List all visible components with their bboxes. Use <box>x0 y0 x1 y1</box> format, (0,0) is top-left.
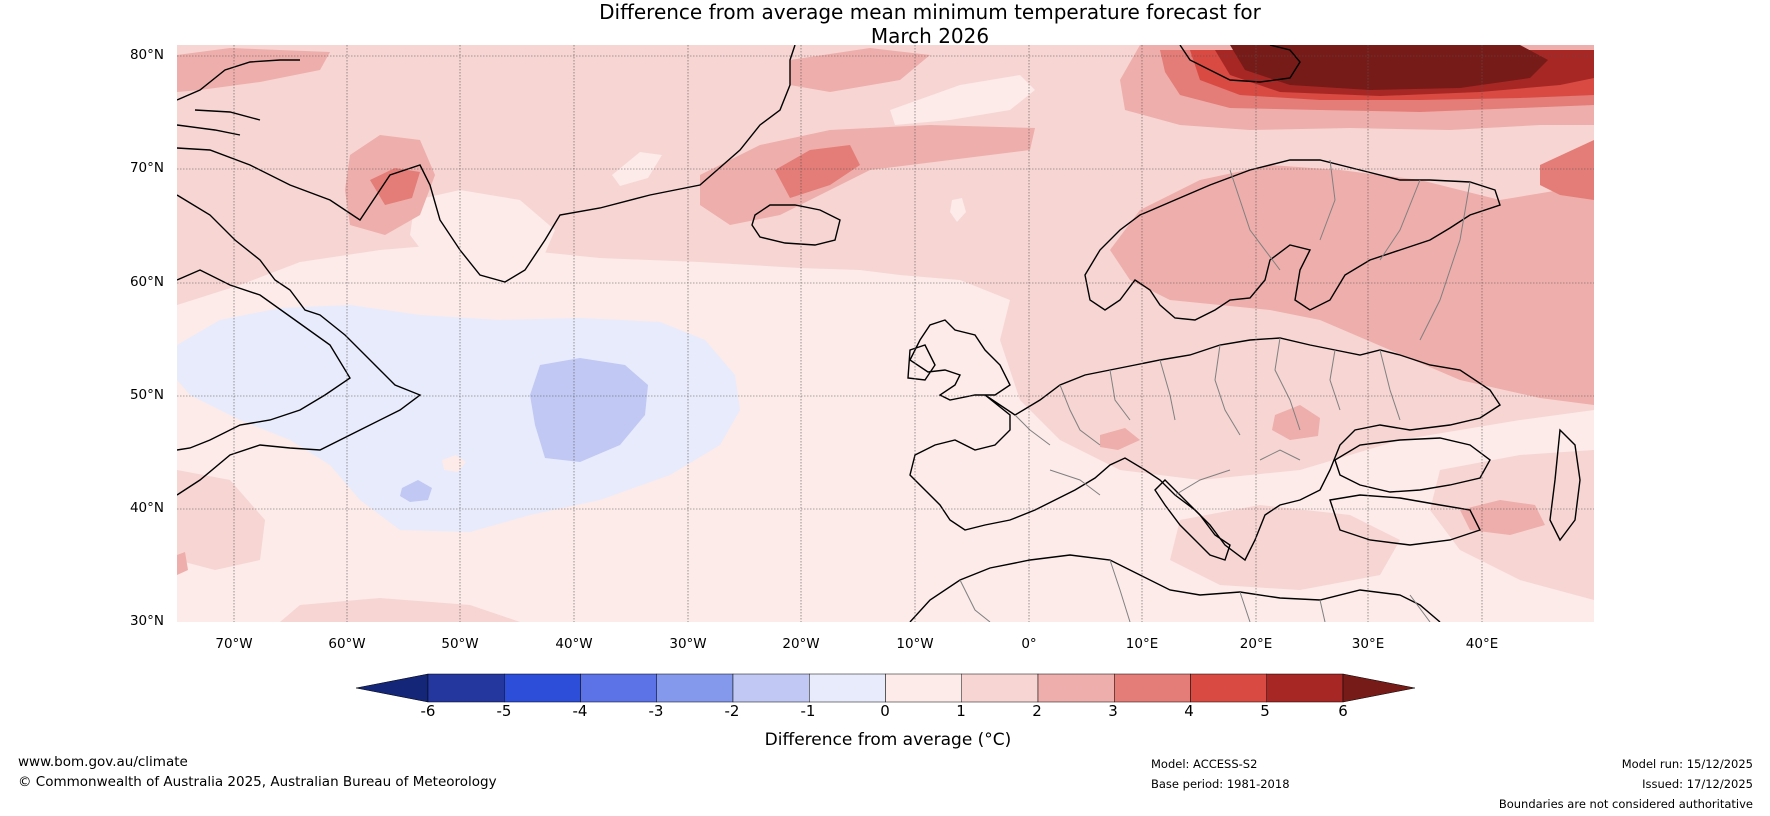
colorbar-tick: -1 <box>800 702 816 720</box>
anomaly-region-3-to-4-russia <box>1540 140 1594 200</box>
lon-label-50w: 50°W <box>441 636 479 652</box>
gridline-layer <box>177 45 1594 622</box>
anomaly-fill-layer <box>177 45 1594 622</box>
colorbar-segment <box>732 673 810 703</box>
lon-label-10e: 10°E <box>1125 636 1159 652</box>
coastline-turkey <box>1329 494 1481 546</box>
colorbar-tick: -3 <box>648 702 664 720</box>
map-title-line2: March 2026 <box>870 24 990 48</box>
coastline-labrador <box>177 269 351 451</box>
anomaly-pocket-0-to-1-jan-mayen <box>950 198 966 222</box>
lon-label-30e: 30°E <box>1351 636 1385 652</box>
colorbar-segment <box>1266 673 1344 703</box>
lat-label-60n: 60°N <box>129 274 164 290</box>
anomaly-region-3-to-4-baffin <box>370 168 420 205</box>
coastline-svalbard <box>1179 45 1301 83</box>
anomaly-region-2-to-3-scandinavia <box>1110 165 1594 405</box>
colorbar-tick: -4 <box>572 702 588 720</box>
anomaly-region-2-to-3-africa-w <box>177 552 188 575</box>
coastline-uk <box>907 319 1011 401</box>
coastline-north-africa <box>909 554 1441 622</box>
colorbar-tick: 4 <box>1184 702 1194 720</box>
lon-label-20w: 20°W <box>782 636 820 652</box>
lat-label-40n: 40°N <box>129 500 164 516</box>
coastline-caspian <box>1549 428 1581 542</box>
copyright-text: © Commonwealth of Australia 2025, Austra… <box>18 774 497 790</box>
colorbar-label: Difference from average (°C) <box>764 730 1012 750</box>
colorbar-segment <box>1037 673 1115 703</box>
lon-label-60w: 60°W <box>328 636 366 652</box>
lon-label-20e: 20°E <box>1239 636 1273 652</box>
map-title: Difference from average mean minimum tem… <box>0 0 1770 48</box>
lat-label-70n: 70°N <box>129 160 164 176</box>
model-run-text: Model run: 15/12/2025 <box>1621 757 1753 771</box>
colorbar-segment <box>1114 673 1191 703</box>
colorbar-tick: -5 <box>496 702 512 720</box>
colorbar-extend-low <box>355 673 429 703</box>
anomaly-region-2-to-3-nw <box>177 48 330 92</box>
anomaly-region-2-to-3-alps <box>1100 428 1140 450</box>
colorbar-tick: 2 <box>1032 702 1042 720</box>
colorbar-segment <box>427 673 505 703</box>
lat-label-80n: 80°N <box>129 47 164 63</box>
anomaly-region-minus2-to-minus1-central <box>530 358 648 462</box>
colorbar <box>355 673 1416 703</box>
lon-label-70w: 70°W <box>215 636 253 652</box>
colorbar-segment <box>656 673 734 703</box>
lon-label-30w: 30°W <box>669 636 707 652</box>
base-period-text: Base period: 1981-2018 <box>1151 777 1290 791</box>
coastline-iceland <box>751 204 841 246</box>
anomaly-region-1-to-2-north <box>177 45 1594 480</box>
anomaly-pocket-0-to-1-iberia <box>895 405 1060 510</box>
colorbar-tick: 5 <box>1260 702 1270 720</box>
model-text: Model: ACCESS-S2 <box>1151 757 1258 771</box>
anomaly-pocket-0-to-1-turkey <box>1390 505 1430 545</box>
coastline-greenland <box>177 45 796 283</box>
anomaly-region-2-to-3-romania <box>1272 405 1320 440</box>
lat-label-50n: 50°N <box>129 387 164 403</box>
anomaly-region-1-to-2-west <box>177 470 265 570</box>
colorbar-tick: 1 <box>956 702 966 720</box>
map-title-line1: Difference from average mean minimum tem… <box>599 0 1261 24</box>
colorbar-segment <box>961 673 1039 703</box>
coastline-black-sea <box>1334 437 1491 493</box>
colorbar-segment <box>1190 673 1267 703</box>
border-layer <box>959 159 1471 622</box>
anomaly-region-3-to-4-norwegian-sea <box>775 145 860 198</box>
colorbar-tick: 3 <box>1108 702 1118 720</box>
anomaly-pocket-0-to-1-black-sea <box>1462 435 1520 458</box>
anomaly-region-2-to-3-norwegian-sea <box>700 125 1035 225</box>
disclaimer-text: Boundaries are not considered authoritat… <box>1498 797 1753 811</box>
colorbar-extend-high <box>1342 673 1416 703</box>
lat-label-30n: 30°N <box>129 613 164 629</box>
colorbar-segment <box>580 673 657 703</box>
coastline-layer <box>177 45 1581 622</box>
anomaly-pocket-0-to-1-greenland-sea <box>890 75 1035 125</box>
lon-label-10w: 10°W <box>896 636 934 652</box>
anomaly-region-2-to-3-svalbard-w <box>790 48 930 92</box>
website-link[interactable]: www.bom.gov.au/climate <box>18 754 188 770</box>
colorbar-tick: -6 <box>420 702 436 720</box>
lon-label-0: 0° <box>1021 636 1037 652</box>
coastline-europe-continent <box>909 337 1501 562</box>
anomaly-region-2-to-3-caucasus <box>1460 500 1545 535</box>
lon-label-40w: 40°W <box>555 636 593 652</box>
coastline-italy <box>1154 479 1231 561</box>
coastline-scandinavia <box>1084 159 1501 321</box>
issued-text: Issued: 17/12/2025 <box>1642 777 1753 791</box>
anomaly-pocket-0-to-1-greenland <box>410 190 555 282</box>
anomaly-region-1-to-2-south <box>1170 505 1400 590</box>
colorbar-segment <box>504 673 581 703</box>
colorbar-tick: 0 <box>880 702 890 720</box>
lon-label-40e: 40°E <box>1465 636 1499 652</box>
colorbar-segment <box>809 673 886 703</box>
colorbar-segment <box>885 673 962 703</box>
anomaly-region-minus2-to-minus1-south <box>400 480 432 502</box>
colorbar-tick: -2 <box>724 702 740 720</box>
coastline-canadian-islands <box>177 59 300 136</box>
coastline-canadian-arctic <box>177 194 422 496</box>
colorbar-tick: 6 <box>1338 702 1348 720</box>
